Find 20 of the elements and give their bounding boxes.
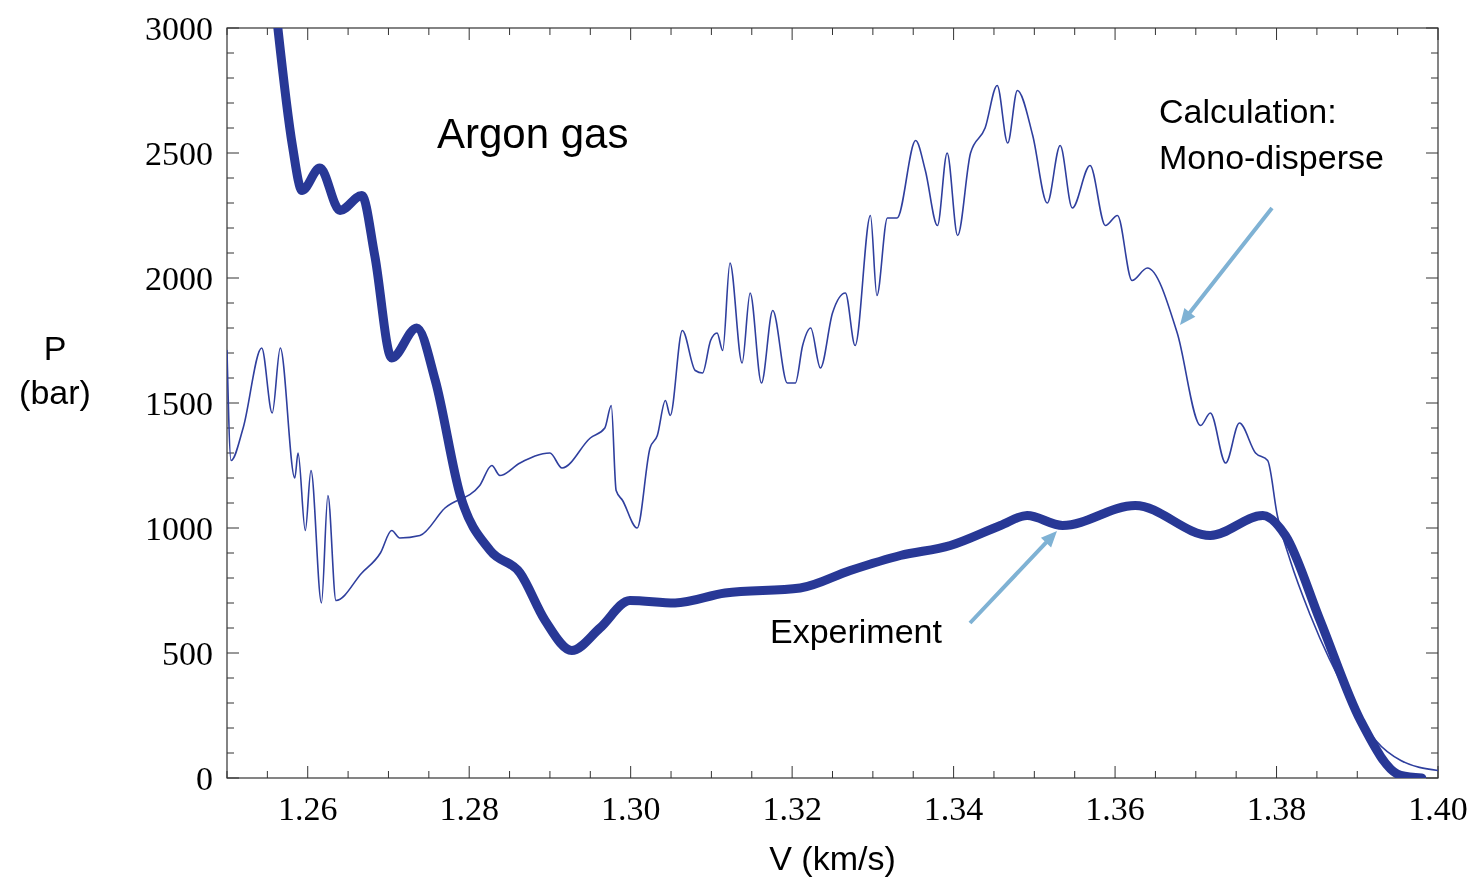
y-axis-title: P (bar) (19, 329, 91, 411)
x-tick-label: 1.36 (1085, 790, 1145, 827)
x-tick-label: 1.30 (600, 790, 661, 827)
y-tick-label: 2500 (145, 134, 213, 172)
x-tick-label: 1.28 (439, 790, 499, 827)
y-tick-label: 3000 (145, 9, 213, 47)
x-tick-label: 1.26 (277, 790, 338, 827)
annotation: Calculation: Mono-disperse (1159, 92, 1384, 176)
x-tick-label: 1.32 (762, 790, 822, 827)
x-tick-label: 1.40 (1408, 790, 1468, 827)
x-axis-title: V (km/s) (769, 839, 896, 877)
annotation: Experiment (770, 612, 943, 650)
y-tick-label: 1000 (145, 509, 213, 547)
y-tick-label: 1500 (145, 384, 213, 422)
y-tick-label: 0 (196, 759, 213, 797)
y-tick-label: 500 (162, 634, 213, 672)
x-tick-label: 1.38 (1246, 790, 1307, 827)
x-tick-label: 1.34 (923, 790, 984, 827)
annotation: Argon gas (437, 110, 629, 157)
y-tick-label: 2000 (145, 259, 213, 297)
